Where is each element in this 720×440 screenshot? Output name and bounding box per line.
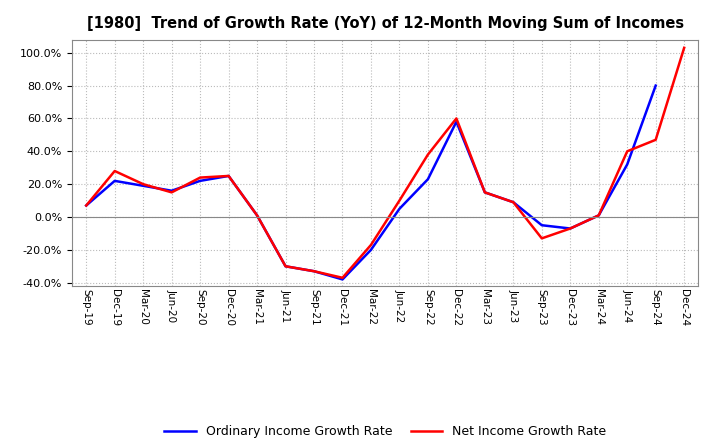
Net Income Growth Rate [167, 190, 176, 195]
Net Income Growth Rate [253, 213, 261, 218]
Legend: Ordinary Income Growth Rate, Net Income Growth Rate: Ordinary Income Growth Rate, Net Income … [159, 420, 611, 440]
Net Income Growth Rate [82, 203, 91, 208]
Net Income Growth Rate [196, 175, 204, 180]
Ordinary Income Growth Rate [652, 83, 660, 88]
Net Income Growth Rate [623, 149, 631, 154]
Ordinary Income Growth Rate [110, 178, 119, 183]
Net Income Growth Rate [338, 275, 347, 280]
Net Income Growth Rate [110, 169, 119, 174]
Ordinary Income Growth Rate [395, 206, 404, 212]
Ordinary Income Growth Rate [595, 213, 603, 218]
Net Income Growth Rate [282, 264, 290, 269]
Net Income Growth Rate [537, 236, 546, 241]
Ordinary Income Growth Rate [480, 190, 489, 195]
Net Income Growth Rate [395, 198, 404, 203]
Net Income Growth Rate [139, 182, 148, 187]
Ordinary Income Growth Rate [282, 264, 290, 269]
Net Income Growth Rate [366, 242, 375, 248]
Ordinary Income Growth Rate [566, 226, 575, 231]
Net Income Growth Rate [310, 268, 318, 274]
Net Income Growth Rate [452, 116, 461, 121]
Ordinary Income Growth Rate [139, 183, 148, 188]
Net Income Growth Rate [423, 152, 432, 157]
Ordinary Income Growth Rate [366, 247, 375, 253]
Net Income Growth Rate [652, 137, 660, 143]
Ordinary Income Growth Rate [338, 277, 347, 282]
Ordinary Income Growth Rate [253, 213, 261, 218]
Ordinary Income Growth Rate [82, 203, 91, 208]
Ordinary Income Growth Rate [452, 119, 461, 125]
Ordinary Income Growth Rate [509, 200, 518, 205]
Net Income Growth Rate [225, 173, 233, 179]
Net Income Growth Rate [480, 190, 489, 195]
Net Income Growth Rate [680, 45, 688, 51]
Line: Ordinary Income Growth Rate: Ordinary Income Growth Rate [86, 86, 656, 279]
Ordinary Income Growth Rate [225, 173, 233, 179]
Ordinary Income Growth Rate [423, 176, 432, 182]
Ordinary Income Growth Rate [537, 223, 546, 228]
Ordinary Income Growth Rate [167, 188, 176, 193]
Title: [1980]  Trend of Growth Rate (YoY) of 12-Month Moving Sum of Incomes: [1980] Trend of Growth Rate (YoY) of 12-… [86, 16, 684, 32]
Ordinary Income Growth Rate [623, 162, 631, 167]
Net Income Growth Rate [566, 226, 575, 231]
Net Income Growth Rate [595, 213, 603, 218]
Net Income Growth Rate [509, 200, 518, 205]
Ordinary Income Growth Rate [196, 178, 204, 183]
Ordinary Income Growth Rate [310, 268, 318, 274]
Line: Net Income Growth Rate: Net Income Growth Rate [86, 48, 684, 278]
